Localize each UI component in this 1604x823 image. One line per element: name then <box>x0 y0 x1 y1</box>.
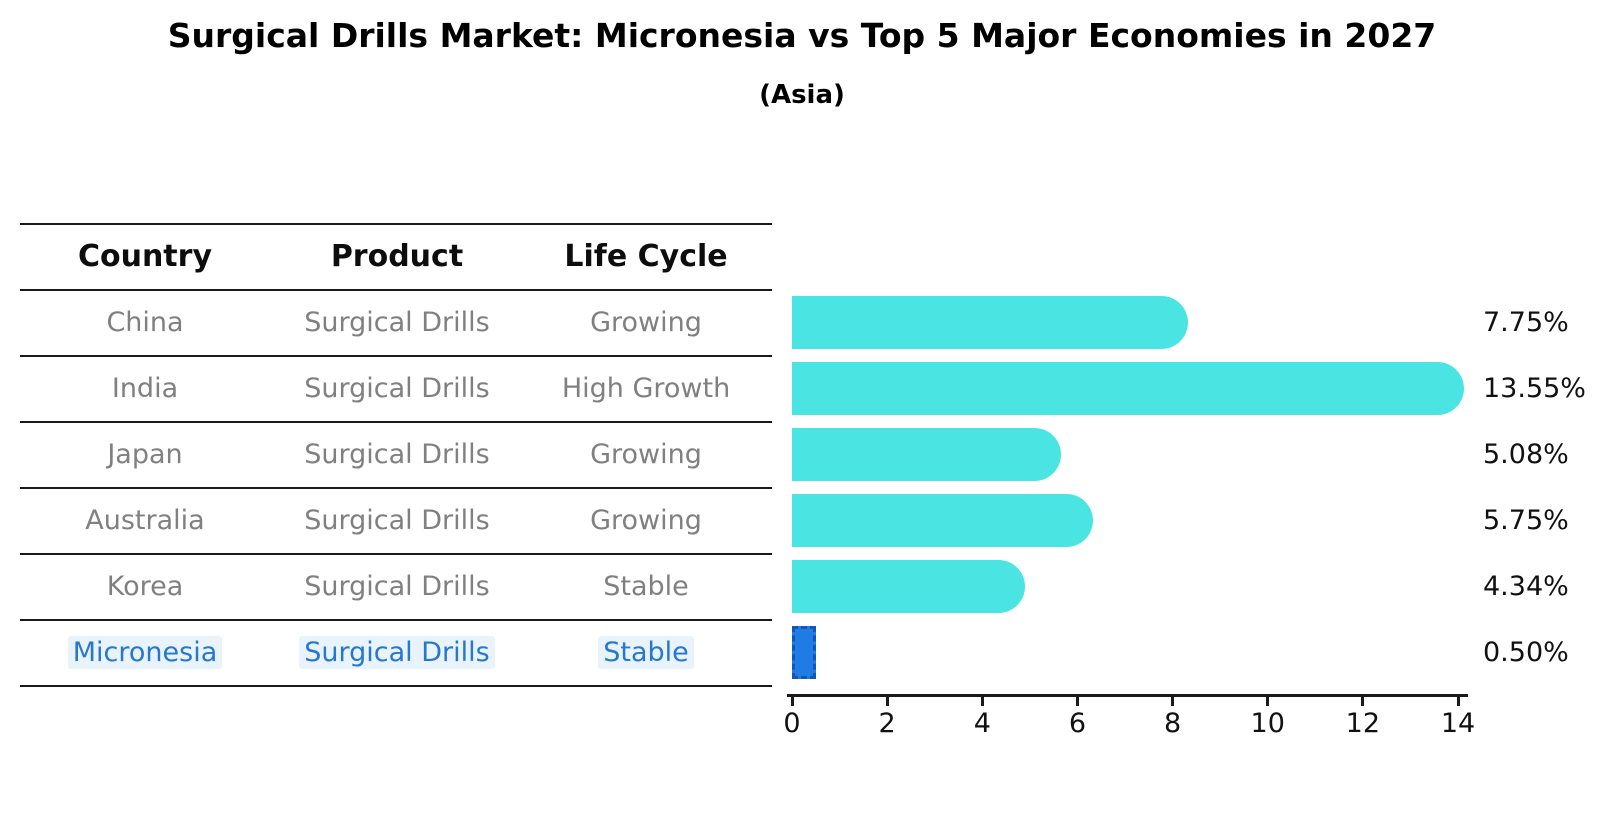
chart-title: Surgical Drills Market: Micronesia vs To… <box>167 16 1437 55</box>
column-header-life-cycle: Life Cycle <box>564 238 728 274</box>
column-header-country: Country <box>77 238 213 274</box>
bar-micronesia <box>792 626 816 679</box>
value-label: 13.55% <box>1483 372 1586 404</box>
table-cell-life-cycle: Growing <box>590 504 702 536</box>
table-cell-product: Surgical Drills <box>304 372 490 404</box>
x-tick-label: 0 <box>783 708 801 739</box>
table-rule-header <box>20 289 772 291</box>
bar-china <box>792 296 1188 349</box>
table-rule-3 <box>20 487 772 489</box>
x-tick-mark <box>790 697 794 706</box>
x-tick-label: 14 <box>1440 708 1476 739</box>
bar-india <box>792 362 1464 415</box>
table-rule-2 <box>20 421 772 423</box>
x-tick-mark <box>1361 697 1365 706</box>
x-tick-label: 4 <box>973 708 991 739</box>
chart-subtitle: (Asia) <box>759 80 845 110</box>
column-header-product: Product <box>330 238 464 274</box>
x-tick-mark <box>980 697 984 706</box>
table-rule-4 <box>20 553 772 555</box>
x-tick-label: 6 <box>1068 708 1087 739</box>
value-label: 0.50% <box>1483 636 1569 668</box>
table-rule-top <box>20 223 772 225</box>
table-cell-country: India <box>111 372 179 404</box>
table-cell-country-highlight: Micronesia <box>20 619 270 685</box>
x-tick-label: 2 <box>878 708 896 739</box>
table-cell-product: Surgical Drills <box>304 306 490 338</box>
table-cell-life-cycle: Stable <box>603 570 689 602</box>
x-tick-mark <box>885 697 889 706</box>
table-cell-product: Surgical Drills <box>304 570 490 602</box>
table-cell-product: Surgical Drills <box>304 504 490 536</box>
table-cell-product-highlight: Surgical Drills <box>272 619 522 685</box>
table-rule-1 <box>20 355 772 357</box>
x-tick-label: 12 <box>1345 708 1381 739</box>
bar-australia <box>792 494 1093 547</box>
value-label: 5.08% <box>1483 438 1569 470</box>
table-cell-country: China <box>106 306 184 338</box>
x-tick-mark <box>1171 697 1175 706</box>
table-cell-country: Australia <box>85 504 205 536</box>
x-tick-mark <box>1266 697 1270 706</box>
x-axis-line <box>787 694 1468 697</box>
bar-korea <box>792 560 1026 613</box>
bar-japan <box>792 428 1061 481</box>
x-tick-label: 10 <box>1250 708 1285 739</box>
table-cell-product: Surgical Drills <box>304 438 490 470</box>
table-cell-life-cycle: High Growth <box>561 372 731 404</box>
table-rule-bottom <box>20 685 772 687</box>
value-label: 7.75% <box>1483 306 1569 338</box>
table-cell-life-cycle: Growing <box>590 438 702 470</box>
table-cell-life-cycle: Growing <box>590 306 702 338</box>
table-cell-country: Japan <box>107 438 183 470</box>
table-cell-country: Korea <box>106 570 184 602</box>
x-tick-mark <box>1456 697 1460 706</box>
table-cell-life-cycle-highlight: Stable <box>521 619 771 685</box>
table-rule-5 <box>20 619 772 621</box>
x-tick-label: 8 <box>1163 708 1182 739</box>
value-label: 5.75% <box>1483 504 1569 536</box>
x-tick-mark <box>1075 697 1079 706</box>
value-label: 4.34% <box>1483 570 1569 602</box>
